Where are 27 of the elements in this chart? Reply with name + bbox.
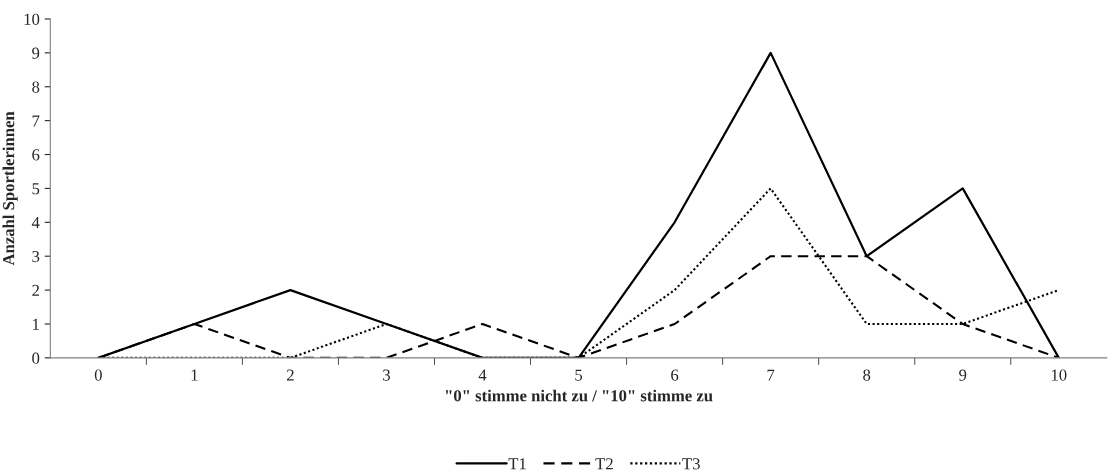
- y-axis-title: Anzahl Sportlerinnen: [2, 111, 18, 266]
- x-tick-label: 8: [863, 369, 871, 381]
- y-tick-label: 10: [24, 13, 40, 25]
- y-tick-label: 7: [32, 115, 40, 127]
- x-tick-label: 10: [1051, 369, 1067, 381]
- legend-label: T2: [595, 458, 613, 470]
- x-tick-label: 7: [767, 369, 775, 381]
- y-tick-label: 1: [33, 318, 39, 330]
- x-tick-label: 1: [191, 369, 198, 381]
- x-tick-label: 2: [286, 369, 294, 381]
- y-tick-label: 0: [32, 352, 40, 364]
- y-tick-label: 2: [32, 284, 39, 296]
- x-tick-label: 3: [383, 369, 390, 381]
- legend-label: T1: [508, 458, 526, 470]
- y-tick-label: 6: [32, 149, 40, 161]
- y-tick-label: 4: [31, 217, 40, 229]
- x-axis-title: "0" stimme nicht zu / "10" stimme zu: [445, 389, 713, 402]
- x-tick-label: 6: [671, 369, 679, 381]
- y-tick-label: 3: [32, 250, 40, 263]
- y-tick-label: 5: [32, 183, 40, 195]
- x-tick-label: 4: [478, 369, 487, 381]
- x-tick-label: 5: [575, 369, 583, 381]
- x-tick-label: 9: [959, 369, 967, 381]
- x-tick-label: 0: [94, 369, 102, 381]
- legend-label: T3: [682, 458, 700, 470]
- y-tick-label: 8: [32, 81, 40, 93]
- y-tick-label: 9: [32, 47, 40, 59]
